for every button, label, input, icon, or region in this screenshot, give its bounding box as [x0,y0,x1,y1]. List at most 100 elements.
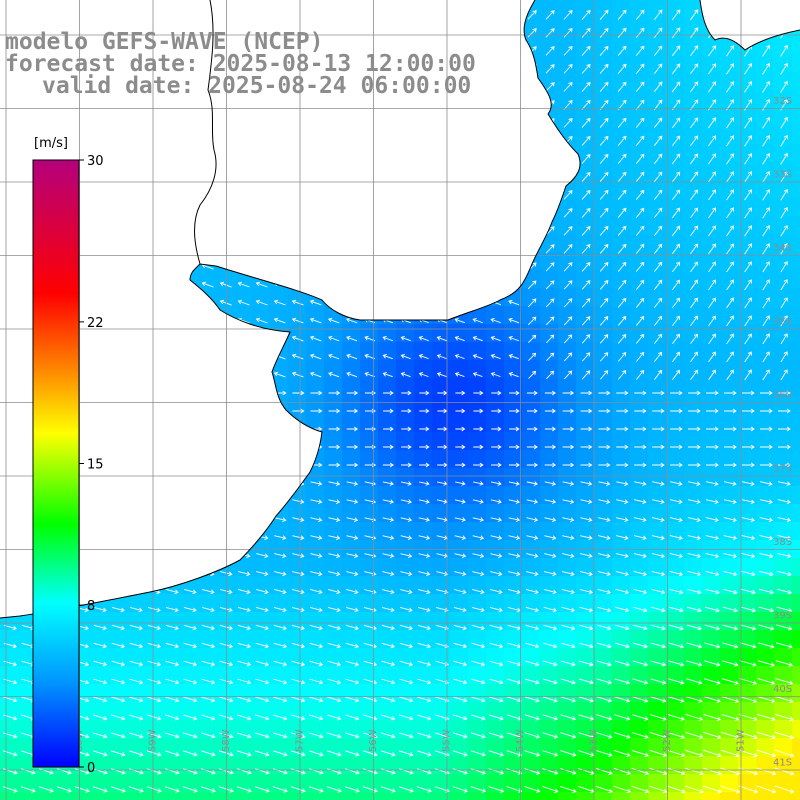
field-cell [792,522,800,541]
field-cell [432,324,451,343]
field-cell [36,792,55,800]
field-cell [648,108,667,127]
field-cell [360,324,379,343]
field-cell [540,486,559,505]
field-cell [306,486,325,505]
field-cell [432,378,451,397]
wind-arrow [599,27,609,38]
lat-label: 35S [773,317,792,328]
field-cell [558,450,577,469]
field-cell [720,144,739,163]
field-cell [486,396,505,415]
field-cell [450,378,469,397]
field-cell [594,414,613,433]
field-cell [414,432,433,451]
field-cell [738,288,757,307]
field-cell [396,450,415,469]
field-cell [396,342,415,361]
field-cell [432,684,451,703]
field-cell [504,414,523,433]
field-cell [540,342,559,361]
field-cell [756,378,775,397]
field-cell [792,144,800,163]
field-cell [684,414,703,433]
wind-arrow [726,63,735,75]
lon-label: 57W [295,729,306,752]
wind-arrow [617,63,627,74]
field-cell [558,684,577,703]
wind-arrow [653,45,663,57]
field-cell [756,72,775,91]
field-cell [630,414,649,433]
field-cell [774,180,793,199]
field-cell [540,792,559,800]
field-cell [450,792,469,800]
field-cell [738,684,757,703]
valid-date: valid date: 2025-08-24 06:00:00 [42,73,472,99]
field-cell [684,234,703,253]
field-cell [306,396,325,415]
lat-label: 33S [773,170,792,181]
field-cell [378,684,397,703]
field-cell [702,252,721,271]
field-cell [630,450,649,469]
field-cell [738,252,757,271]
field-cell [738,198,757,217]
field-cell [720,792,739,800]
field-cell [342,792,361,800]
field-cell [72,792,91,800]
field-cell [306,738,325,757]
field-cell [792,252,800,271]
lon-label: 55W [442,729,453,752]
field-cell [396,486,415,505]
field-cell [504,432,523,451]
field-cell [666,90,685,109]
field-cell [558,702,577,721]
field-cell [774,738,793,757]
field-cell [702,54,721,73]
field-cell [594,378,613,397]
field-cell [468,432,487,451]
field-cell [648,126,667,145]
field-cell [702,432,721,451]
field-cell [378,720,397,739]
field-cell [666,738,685,757]
field-cell [432,360,451,379]
field-cell [792,414,800,433]
field-cell [738,774,757,793]
field-cell [594,432,613,451]
field-cell [288,360,307,379]
field-cell [504,342,523,361]
colorbar-tick-label: 15 [87,458,104,473]
field-cell [540,414,559,433]
wind-arrow [563,118,573,128]
field-cell [630,756,649,775]
field-cell [522,432,541,451]
field-cell [396,414,415,433]
field-cell [792,450,800,469]
field-cell [738,216,757,235]
field-cell [576,396,595,415]
field-cell [756,792,775,800]
field-cell [486,342,505,361]
field-cell [342,432,361,451]
field-cell [648,72,667,91]
field-cell [306,684,325,703]
field-cell [792,432,800,451]
field-cell [216,270,235,289]
field-cell [630,342,649,361]
field-cell [0,702,19,721]
wind-arrow [599,63,609,74]
field-cell [486,378,505,397]
field-cell [792,396,800,415]
field-cell [648,432,667,451]
field-cell [702,126,721,145]
wind-arrow [599,81,609,92]
field-cell [486,468,505,487]
field-cell [576,288,595,307]
field-cell [468,378,487,397]
field-cell [324,360,343,379]
field-cell [288,378,307,397]
wind-arrow [617,27,627,38]
colorbar-unit: [m/s] [34,136,68,151]
